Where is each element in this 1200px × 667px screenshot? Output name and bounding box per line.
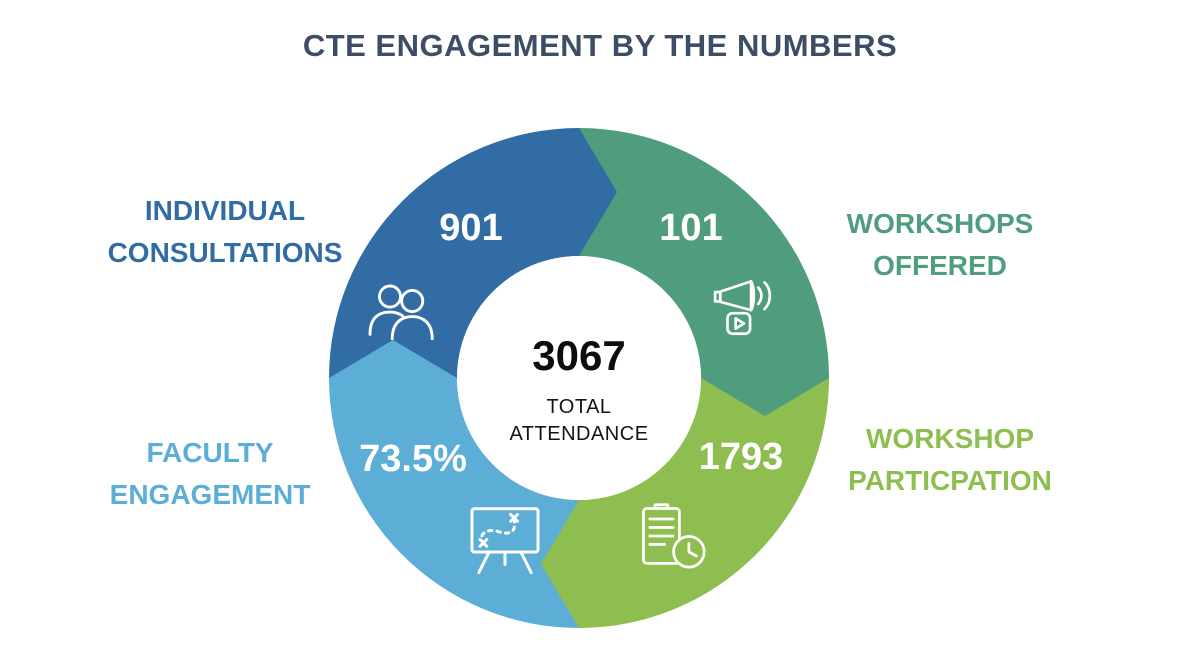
page-title: CTE ENGAGEMENT BY THE NUMBERS [302,28,898,63]
segment-workshop-participation [579,378,829,628]
people-icon [368,284,434,340]
total-attendance-label: TOTAL ATTENDANCE [459,394,699,448]
arrow-workshops-to-participation [701,378,829,416]
checklist-clock-icon [642,503,706,569]
value-individual-consultations: 901 [439,207,503,249]
donut-chart [329,128,829,628]
megaphone-icon [713,279,772,336]
total-label-line-1: TOTAL [546,396,612,418]
segment-faculty-engagement [329,378,579,628]
label-faculty-engagement: FACULTY ENGAGEMENT [85,432,335,516]
label-line-1: WORKSHOP [866,423,1034,454]
arrow-individual-to-workshops [579,128,617,256]
label-line-1: FACULTY [146,437,274,468]
segment-individual-consultations [329,128,579,378]
label-individual-consultations: INDIVIDUAL CONSULTATIONS [75,190,375,274]
value-faculty-engagement: 73.5% [359,438,467,480]
label-line-1: WORKSHOPS [846,208,1034,239]
label-line-1: INDIVIDUAL [144,195,306,226]
label-line-2: OFFERED [873,250,1007,281]
value-workshop-participation: 1793 [698,436,784,478]
arrow-participation-to-faculty [541,500,579,628]
label-workshops-offered: WORKSHOPS OFFERED [815,203,1065,287]
label-line-2: PARTICPATION [848,465,1052,496]
segment-workshops-offered [579,128,829,378]
total-attendance-value: 3067 [532,332,626,379]
label-workshop-participation: WORKSHOP PARTICPATION [825,418,1075,502]
total-label-line-2: ATTENDANCE [509,423,649,445]
strategy-board-icon [470,507,540,575]
label-line-2: ENGAGEMENT [109,479,311,510]
donut-hole [457,256,701,500]
arrow-faculty-to-individual [329,340,457,378]
label-line-2: CONSULTATIONS [107,237,343,268]
value-workshops-offered: 101 [659,207,723,249]
